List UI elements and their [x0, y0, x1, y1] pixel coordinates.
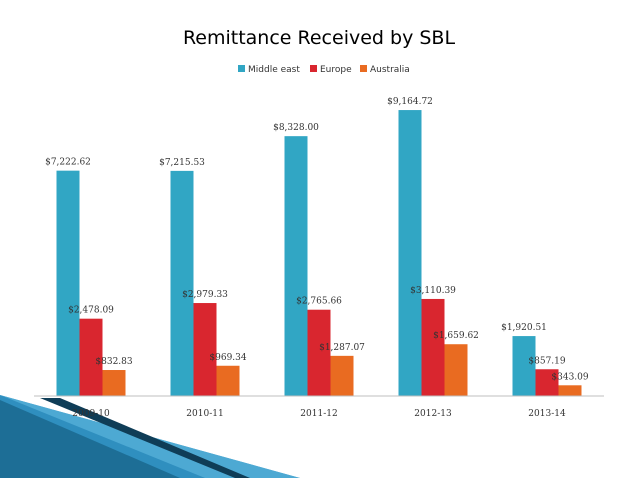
legend-label: Europe — [320, 65, 352, 75]
chart-title: Remittance Received by SBL — [183, 27, 456, 49]
decorative-ribbon — [0, 395, 300, 478]
bar — [79, 318, 103, 396]
bar — [398, 110, 422, 397]
ribbon-band-dark — [0, 400, 180, 478]
bar — [216, 365, 240, 396]
data-label: $3,110.39 — [410, 286, 456, 296]
legend-item: Europe — [310, 65, 352, 75]
ribbon-band-shadow — [40, 398, 250, 478]
data-label: $343.09 — [551, 372, 588, 382]
data-label: $857.19 — [528, 356, 565, 366]
bar — [307, 309, 331, 396]
data-label: $832.83 — [95, 357, 132, 367]
bar — [330, 355, 354, 396]
legend-swatch — [310, 65, 317, 72]
bar — [512, 336, 536, 396]
bar — [102, 370, 126, 396]
bars — [56, 110, 582, 397]
legend: Middle east Europe Australia — [238, 65, 410, 75]
data-label: $8,328.00 — [273, 123, 319, 133]
data-label: $2,478.09 — [68, 306, 114, 316]
bar — [193, 303, 217, 396]
data-label: $7,222.62 — [45, 158, 91, 168]
data-label: $2,979.33 — [182, 290, 228, 300]
bar — [170, 170, 194, 396]
legend-swatch — [360, 65, 367, 72]
data-label: $1,659.62 — [433, 331, 479, 341]
x-tick-label: 2013-14 — [528, 409, 566, 419]
bar — [535, 369, 559, 396]
bar — [56, 170, 80, 396]
data-labels: $7,222.62 $2,478.09 $832.83 $7,215.53 $2,979… — [45, 97, 589, 382]
data-label: $7,215.53 — [159, 158, 205, 168]
x-tick-label: 2011-12 — [300, 409, 337, 419]
legend-label: Middle east — [248, 65, 300, 75]
x-tick-label: 2010-11 — [186, 409, 223, 419]
x-axis-ticks: 2009-10 2010-11 2011-12 2012-13 2013-14 — [72, 409, 566, 419]
data-label: $2,765.66 — [296, 297, 342, 307]
legend-item: Middle east — [238, 65, 300, 75]
bar — [284, 136, 308, 397]
data-label: $1,920.51 — [501, 323, 547, 333]
bar — [558, 385, 582, 396]
bar — [421, 298, 445, 396]
legend-label: Australia — [370, 65, 410, 75]
data-label: $969.34 — [209, 353, 246, 363]
legend-swatch — [238, 65, 245, 72]
x-tick-label: 2012-13 — [414, 409, 452, 419]
data-label: $1,287.07 — [319, 343, 365, 353]
bar — [444, 344, 468, 396]
legend-item: Australia — [360, 65, 410, 75]
x-tick-label: 2009-10 — [72, 409, 110, 419]
data-label: $9,164.72 — [387, 97, 433, 107]
